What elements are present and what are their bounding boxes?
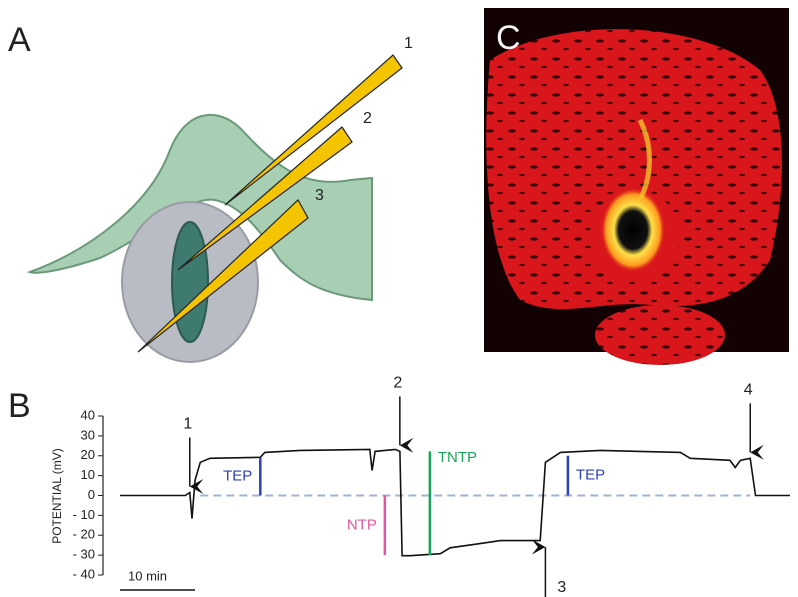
electrode-label: 2 <box>363 110 372 127</box>
measure-label: TEP <box>223 467 252 484</box>
arrow-label: 4 <box>744 382 753 399</box>
tissue-diagram <box>26 54 403 363</box>
y-axis-label: POTENTIAL (mV) <box>50 448 64 544</box>
panel-label: B <box>8 387 31 425</box>
y-tick-label: 0 <box>88 487 95 502</box>
y-tick-label: - 10 <box>73 507 95 522</box>
y-tick-label: - 20 <box>73 527 95 542</box>
y-tick-label: 40 <box>81 407 95 422</box>
arrow-label: 2 <box>393 375 402 392</box>
measure-label: NTP <box>347 516 377 533</box>
y-tick-label: - 40 <box>73 566 95 581</box>
fluorescence-image <box>484 8 789 365</box>
y-tick-label: 20 <box>81 447 95 462</box>
y-tick-label: 10 <box>81 467 95 482</box>
measure-label: TNTP <box>438 449 477 466</box>
panel-label: C <box>496 19 521 57</box>
trace <box>120 448 790 557</box>
electrode-label: 3 <box>315 187 324 204</box>
arrow-label: 3 <box>557 579 566 596</box>
scale-bar-label: 10 min <box>128 568 167 583</box>
y-tick-label: 30 <box>81 427 95 442</box>
panel-label: A <box>8 21 31 59</box>
arrow-label: 1 <box>183 416 192 433</box>
measure-label: TEP <box>576 467 605 484</box>
y-tick-label: - 30 <box>73 547 95 562</box>
electrode-label: 1 <box>404 35 413 52</box>
